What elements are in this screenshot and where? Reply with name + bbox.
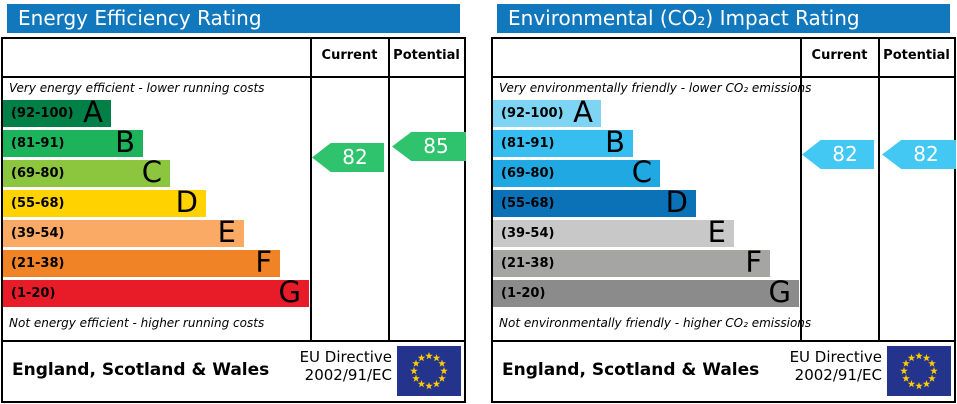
band-letter: C xyxy=(141,155,162,189)
current-column-divider xyxy=(310,37,312,342)
band-e: (39-54) E xyxy=(3,215,244,249)
eu-flag-icon xyxy=(887,346,951,396)
band-range: (1-20) xyxy=(11,286,56,301)
band-range: (39-54) xyxy=(11,226,65,241)
potential-rating-value: 85 xyxy=(423,134,449,158)
potential-column-divider xyxy=(388,37,390,342)
energy-efficiency-panel: Energy Efficiency Rating Current Potenti… xyxy=(0,0,467,404)
band-range: (21-38) xyxy=(11,256,65,271)
band-letter: D xyxy=(665,185,688,219)
header-row-divider xyxy=(491,76,956,78)
band-letter: E xyxy=(217,215,236,249)
footer-region-label: England, Scotland & Wales xyxy=(502,360,760,380)
band-a: (92-100) A xyxy=(493,95,601,129)
potential-rating-value: 82 xyxy=(913,142,939,166)
eu-directive-line2: 2002/91/EC xyxy=(794,366,882,384)
potential-column-header: Potential xyxy=(393,48,460,63)
eu-flag-icon xyxy=(397,346,461,396)
band-letter: E xyxy=(707,215,726,249)
eu-directive-label: EU Directive 2002/91/EC xyxy=(730,348,882,384)
rating-table-border xyxy=(1,37,466,403)
header-row-divider xyxy=(1,76,466,78)
band-c: (69-80) C xyxy=(493,155,660,189)
eu-directive-line2: 2002/91/EC xyxy=(304,366,392,384)
potential-column-divider xyxy=(878,37,880,342)
panel-title: Environmental (CO₂) Impact Rating xyxy=(508,6,860,30)
band-f: (21-38) F xyxy=(3,245,280,279)
panel-title: Energy Efficiency Rating xyxy=(18,6,262,30)
band-range: (69-80) xyxy=(11,166,65,181)
current-column-header: Current xyxy=(321,48,378,63)
bottom-caption: Not environmentally friendly - higher CO… xyxy=(499,316,812,330)
band-a: (92-100) A xyxy=(3,95,111,129)
band-letter: F xyxy=(255,245,272,279)
potential-column-header: Potential xyxy=(883,48,950,63)
band-letter: B xyxy=(605,125,625,159)
footer-region-label: England, Scotland & Wales xyxy=(12,360,270,380)
eu-directive-line1: EU Directive xyxy=(789,348,882,366)
band-letter: C xyxy=(631,155,652,189)
band-range: (69-80) xyxy=(501,166,555,181)
current-column-divider xyxy=(800,37,802,342)
band-range: (39-54) xyxy=(501,226,555,241)
bottom-caption: Not energy efficient - higher running co… xyxy=(9,316,265,330)
band-range: (55-68) xyxy=(11,196,65,211)
band-letter: G xyxy=(768,275,791,309)
eu-directive-label: EU Directive 2002/91/EC xyxy=(240,348,392,384)
band-f: (21-38) F xyxy=(493,245,770,279)
band-d: (55-68) D xyxy=(3,185,206,219)
band-e: (39-54) E xyxy=(493,215,734,249)
band-g: (1-20) G xyxy=(493,275,799,309)
band-range: (55-68) xyxy=(501,196,555,211)
environmental-impact-panel: Environmental (CO₂) Impact Rating Curren… xyxy=(490,0,957,404)
band-range: (81-91) xyxy=(11,136,65,151)
panel-title-bar: Energy Efficiency Rating xyxy=(7,4,460,33)
current-rating-value: 82 xyxy=(342,145,368,169)
current-column-header: Current xyxy=(811,48,868,63)
band-b: (81-91) B xyxy=(3,125,143,159)
band-g: (1-20) G xyxy=(3,275,309,309)
top-caption: Very environmentally friendly - lower CO… xyxy=(499,81,812,95)
band-range: (21-38) xyxy=(501,256,555,271)
footer-row-divider xyxy=(491,340,956,342)
current-rating-value: 82 xyxy=(832,142,858,166)
band-letter: B xyxy=(115,125,135,159)
band-range: (1-20) xyxy=(501,286,546,301)
band-letter: A xyxy=(573,95,593,129)
band-letter: D xyxy=(175,185,198,219)
band-letter: F xyxy=(745,245,762,279)
band-range: (81-91) xyxy=(501,136,555,151)
band-letter: G xyxy=(278,275,301,309)
panel-title-bar: Environmental (CO₂) Impact Rating xyxy=(497,4,950,33)
rating-table-border xyxy=(491,37,956,403)
band-c: (69-80) C xyxy=(3,155,170,189)
band-b: (81-91) B xyxy=(493,125,633,159)
eu-directive-line1: EU Directive xyxy=(299,348,392,366)
footer-row-divider xyxy=(1,340,466,342)
band-range: (92-100) xyxy=(11,106,74,121)
potential-rating-arrow: 85 xyxy=(392,132,466,161)
band-letter: A xyxy=(83,95,103,129)
top-caption: Very energy efficient - lower running co… xyxy=(9,81,265,95)
band-d: (55-68) D xyxy=(493,185,696,219)
band-range: (92-100) xyxy=(501,106,564,121)
